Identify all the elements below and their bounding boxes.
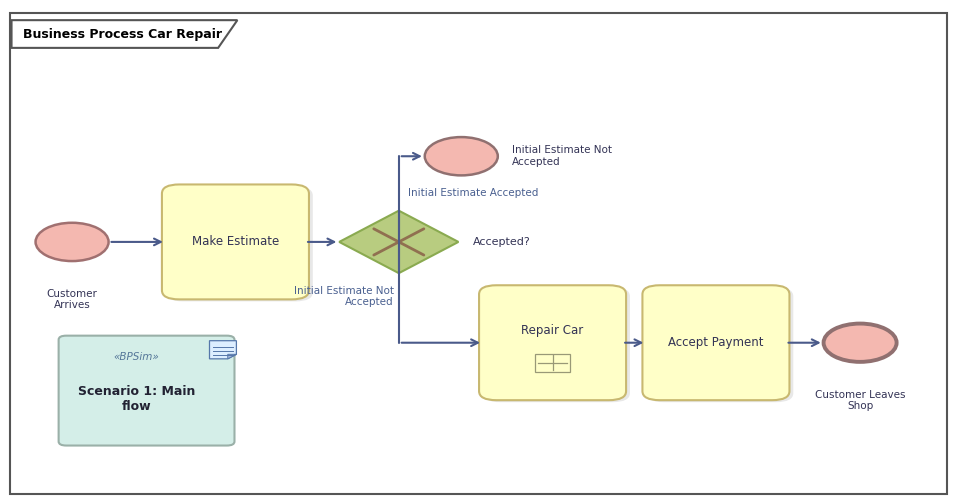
FancyBboxPatch shape [59, 336, 234, 446]
FancyBboxPatch shape [643, 285, 790, 400]
FancyBboxPatch shape [483, 287, 630, 402]
Polygon shape [228, 354, 236, 359]
Polygon shape [12, 20, 237, 48]
Text: Repair Car: Repair Car [522, 324, 583, 337]
Text: «BPSim»: «BPSim» [113, 352, 160, 362]
FancyBboxPatch shape [165, 186, 313, 301]
Text: Initial Estimate Not
Accepted: Initial Estimate Not Accepted [294, 286, 394, 307]
Circle shape [824, 324, 897, 362]
Circle shape [425, 137, 498, 175]
Text: Accepted?: Accepted? [473, 237, 530, 247]
FancyBboxPatch shape [479, 285, 627, 400]
Polygon shape [209, 341, 236, 359]
FancyBboxPatch shape [10, 13, 947, 494]
Bar [535, 354, 570, 372]
Text: Customer Leaves
Shop: Customer Leaves Shop [815, 390, 905, 411]
FancyBboxPatch shape [161, 184, 309, 299]
Text: Scenario 1: Main
flow: Scenario 1: Main flow [78, 385, 195, 413]
Text: Customer
Arrives: Customer Arrives [47, 289, 97, 310]
Text: Initial Estimate Accepted: Initial Estimate Accepted [408, 188, 539, 198]
Text: Accept Payment: Accept Payment [668, 336, 764, 349]
Polygon shape [339, 211, 458, 273]
FancyBboxPatch shape [647, 287, 794, 402]
Circle shape [36, 223, 109, 261]
Text: Make Estimate: Make Estimate [192, 235, 279, 248]
Text: Business Process Car Repair: Business Process Car Repair [23, 28, 222, 40]
Text: Initial Estimate Not
Accepted: Initial Estimate Not Accepted [512, 146, 612, 167]
